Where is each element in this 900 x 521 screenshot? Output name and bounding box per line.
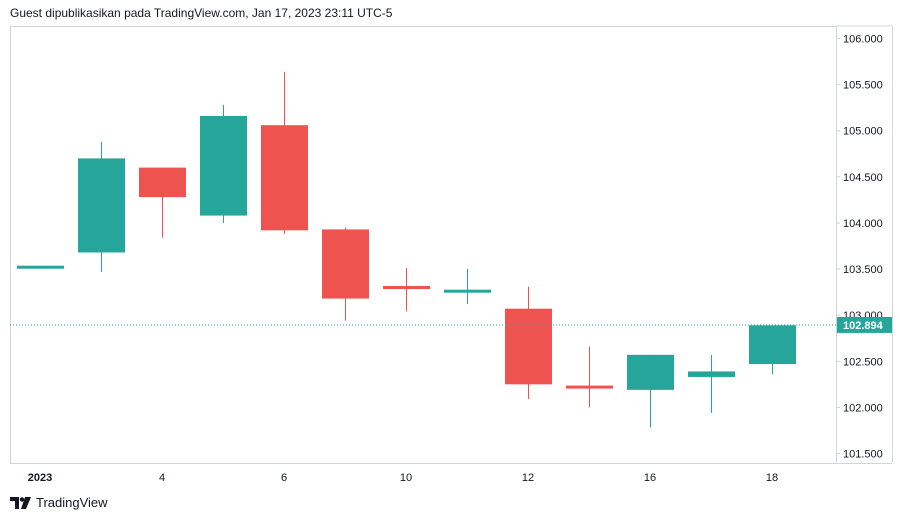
time-tick-label: 16 <box>644 472 656 484</box>
time-tick-label: 18 <box>766 472 778 484</box>
time-tick-label: 4 <box>159 472 165 484</box>
price-tick-label: 102.500 <box>843 356 883 368</box>
candle[interactable] <box>322 227 369 321</box>
tradingview-logo[interactable]: TradingView <box>10 495 108 510</box>
last-price-marker: 102.894 <box>10 316 892 333</box>
candle-body <box>322 229 369 299</box>
chart-frame <box>10 25 893 464</box>
time-tick-label: 6 <box>281 472 287 484</box>
candle-body <box>261 125 308 231</box>
candle[interactable] <box>78 141 125 272</box>
price-tick-label: 102.000 <box>843 402 883 414</box>
time-tick-label: 10 <box>400 472 412 484</box>
candle-body <box>505 308 552 385</box>
candle-body <box>566 385 613 389</box>
tradingview-logo-icon <box>10 496 31 509</box>
candle-body <box>749 325 796 365</box>
time-axis[interactable]: 2023 4 6 10 12 16 18 <box>28 472 778 484</box>
candles-layer <box>17 71 796 428</box>
price-tick-label: 101.500 <box>843 449 883 461</box>
candle-body <box>78 158 125 253</box>
candle-body <box>17 265 64 269</box>
candle[interactable] <box>261 71 308 235</box>
candle[interactable] <box>627 354 674 428</box>
price-tick-label: 106.000 <box>843 34 883 46</box>
candle[interactable] <box>17 265 64 269</box>
candle-body <box>627 354 674 390</box>
price-tick-label: 105.000 <box>843 126 883 138</box>
price-tick-label: 103.500 <box>843 264 883 276</box>
price-axis[interactable]: 106.000 105.500 105.000 104.500 104.000 103.5… <box>836 34 883 461</box>
chart-caption: Guest dipublikasikan pada TradingView.co… <box>10 6 393 20</box>
candle-body <box>444 289 491 293</box>
candle[interactable] <box>444 269 491 305</box>
candle[interactable] <box>688 354 735 413</box>
candle-body <box>139 167 186 198</box>
price-tick-label: 104.500 <box>843 172 883 184</box>
candle[interactable] <box>505 286 552 400</box>
candle-body <box>383 286 430 289</box>
candle-body <box>688 371 735 377</box>
price-tick-label: 105.500 <box>843 80 883 92</box>
price-tick-label: 104.000 <box>843 218 883 230</box>
candle[interactable] <box>749 325 796 375</box>
plot-border <box>10 26 837 464</box>
candle[interactable] <box>383 268 430 312</box>
time-tick-label: 2023 <box>28 472 52 484</box>
candle[interactable] <box>566 346 613 408</box>
last-price-tag-label: 102.894 <box>843 320 884 332</box>
candle[interactable] <box>200 104 247 223</box>
candle[interactable] <box>139 167 186 238</box>
candle-body <box>200 115 247 216</box>
tradingview-logo-text: TradingView <box>36 495 108 510</box>
time-tick-label: 12 <box>522 472 534 484</box>
last-price-tag <box>837 316 892 333</box>
